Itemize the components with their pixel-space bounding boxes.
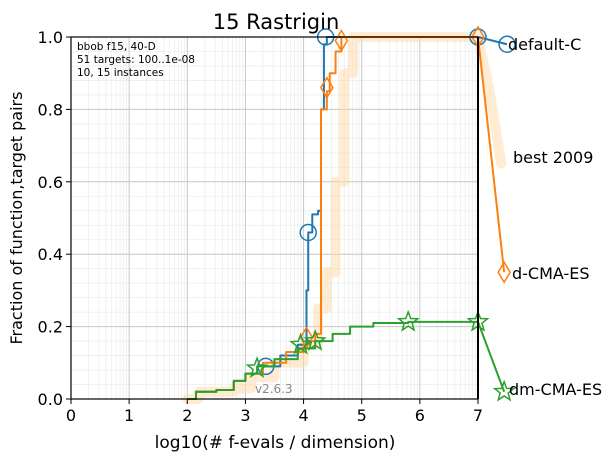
series-label: best 2009	[513, 148, 593, 167]
y-tick-label: 0.0	[38, 390, 63, 409]
circle-marker	[299, 223, 317, 242]
x-tick-label: 7	[473, 406, 483, 425]
series-label: dm-CMA-ES	[509, 380, 602, 399]
info-line-2: 51 targets: 100..1e-08	[77, 54, 195, 66]
x-tick-label: 4	[298, 406, 308, 425]
x-axis-label: log10(# f-evals / dimension)	[155, 433, 396, 453]
chart-title: 15 Rastrigin	[213, 10, 340, 34]
info-line-1: bbob f15, 40-D	[77, 41, 156, 53]
info-line-3: 10, 15 instances	[77, 67, 164, 79]
x-tick-label: 5	[357, 406, 367, 425]
x-tick-label: 0	[66, 406, 76, 425]
x-tick-label: 3	[240, 406, 250, 425]
version-label: v2.6.3	[255, 382, 293, 396]
x-tick-label: 6	[415, 406, 425, 425]
y-tick-label: 0.6	[38, 173, 63, 192]
star-marker	[303, 328, 327, 351]
series-label: default-C	[508, 35, 581, 54]
y-tick-label: 0.2	[38, 318, 63, 337]
diamond-marker	[497, 260, 512, 284]
circle-marker	[498, 35, 516, 53]
y-tick-label: 0.8	[38, 100, 63, 119]
ticks: 0 1 2 3 4 5 6 7 0.0 0.2 0.4 0.6 0.8 1.0	[38, 28, 484, 425]
labels-layer: best 2009 default-C d-CMA-ES dm-CMA-ES	[508, 35, 602, 399]
x-tick-label: 2	[182, 406, 192, 425]
star-marker	[289, 332, 313, 355]
star-marker	[492, 379, 516, 402]
y-axis-label: Fraction of function,target pairs	[7, 92, 26, 345]
diamond-marker	[319, 76, 334, 100]
series-layer	[182, 25, 516, 404]
series-label: d-CMA-ES	[512, 264, 590, 283]
x-tick-label: 1	[124, 406, 134, 425]
series-line	[187, 320, 506, 400]
y-tick-label: 1.0	[38, 28, 63, 47]
y-tick-label: 0.4	[38, 245, 63, 264]
star-marker	[245, 356, 269, 379]
star-marker	[396, 309, 420, 332]
minor-grid	[71, 37, 478, 399]
